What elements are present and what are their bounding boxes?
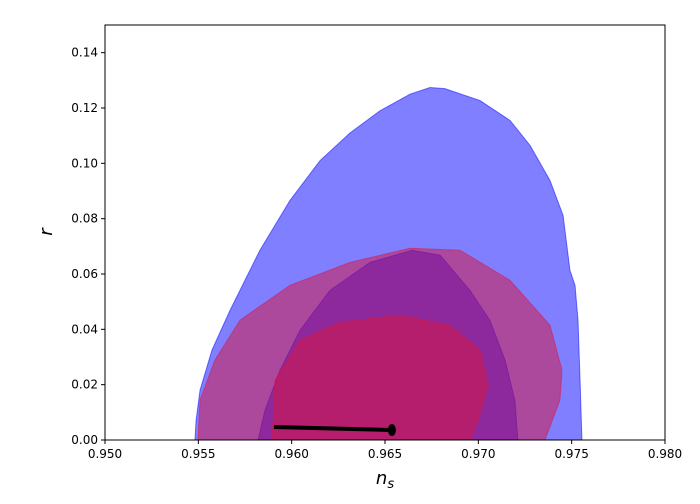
- y-tick-label: 0.04: [71, 322, 98, 336]
- x-tick-label: 0.960: [274, 447, 308, 461]
- x-tick-label: 0.955: [181, 447, 215, 461]
- x-axis-label: ns: [376, 468, 394, 492]
- x-tick-label: 0.970: [461, 447, 495, 461]
- x-tick-label: 0.980: [648, 447, 682, 461]
- y-tick-label: 0.12: [71, 101, 98, 115]
- x-tick-label: 0.950: [88, 447, 122, 461]
- y-axis-label: r: [36, 227, 57, 236]
- y-tick-label: 0.14: [71, 46, 98, 60]
- y-tick-label: 0.08: [71, 212, 98, 226]
- x-tick-label: 0.975: [554, 447, 588, 461]
- y-tick-label: 0.02: [71, 378, 98, 392]
- plot-area: [194, 87, 583, 441]
- x-tick-label: 0.965: [368, 447, 402, 461]
- trajectory-line: [273, 424, 392, 433]
- y-tick-label: 0.06: [71, 267, 98, 281]
- y-tick-label: 0.00: [71, 433, 98, 447]
- trajectory-end-marker: [387, 424, 396, 437]
- y-tick-label: 0.10: [71, 156, 98, 170]
- contour-region: [271, 314, 489, 441]
